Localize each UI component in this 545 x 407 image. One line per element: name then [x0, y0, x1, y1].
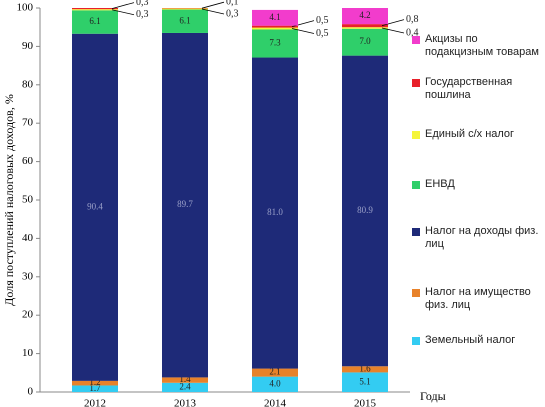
data-label: 1.7 [89, 383, 101, 393]
bar-segment [162, 382, 208, 392]
legend-swatch [412, 181, 420, 189]
bar-segment [162, 377, 208, 383]
y-tick-label: 40 [22, 232, 34, 244]
bar-segment [342, 27, 388, 29]
bar-segment [72, 10, 118, 34]
data-label: 81.0 [267, 207, 283, 217]
leader-line [201, 1, 225, 9]
legend-label: Государственная пошлина [425, 76, 513, 101]
data-label: 1.6 [359, 363, 371, 373]
bar-segment [252, 368, 298, 377]
y-tick-label: 30 [22, 270, 34, 282]
y-axis-label: Доля поступлений налоговых доходов, % [2, 94, 16, 306]
y-tick-label: 100 [17, 2, 34, 14]
data-label: 0,8 [406, 14, 419, 25]
bar-segment [72, 385, 118, 392]
data-label: 2.1 [269, 367, 280, 377]
data-label: 7.0 [359, 36, 371, 46]
x-tick-label: 2014 [264, 398, 287, 407]
data-label: 0,5 [316, 28, 329, 39]
legend-swatch [412, 79, 420, 87]
leader-line [111, 9, 135, 16]
legend-swatch [412, 289, 420, 297]
legend-label: Акцизы по подакцизным товарам [425, 33, 539, 58]
x-tick-label: 2013 [174, 398, 197, 407]
leader-line [381, 27, 405, 34]
data-label: 4.0 [269, 378, 281, 388]
leader-line [381, 19, 405, 27]
bar-segment [252, 9, 298, 26]
data-label: 2.4 [179, 381, 191, 391]
data-label: 6.1 [89, 16, 100, 26]
x-tick-label: 2012 [84, 398, 106, 407]
data-label: 0,4 [406, 27, 419, 38]
data-label: 0,3 [226, 8, 239, 19]
bar-segment [162, 9, 208, 33]
x-tick-label: 2015 [354, 398, 377, 407]
y-tick-label: 50 [22, 194, 34, 206]
legend-label: ЕНВД [425, 178, 455, 190]
bar-segment [342, 28, 388, 56]
x-axis-label: Годы [420, 389, 446, 403]
bar-segment [72, 9, 118, 11]
bar-segment [342, 8, 388, 25]
legend-swatch [412, 228, 420, 236]
bar-segment [342, 55, 388, 367]
data-label: 7.3 [269, 38, 281, 48]
y-tick-label: 10 [22, 347, 34, 359]
data-label: 90.4 [87, 201, 103, 211]
bar-segment [72, 33, 118, 381]
bar-segment [162, 8, 208, 10]
y-tick-label: 80 [22, 78, 34, 90]
bar-segment [72, 380, 118, 386]
y-tick-label: 90 [22, 40, 34, 52]
bar-segment [162, 32, 208, 378]
legend-label: Земельный налог [425, 334, 516, 346]
bar-segment [252, 376, 298, 392]
data-label: 0,3 [136, 0, 149, 8]
bar-segment [342, 366, 388, 373]
bar-segment [252, 27, 298, 30]
legend-label: Единый с/х налог [425, 128, 515, 140]
data-label: 1.2 [89, 377, 100, 387]
data-label: 89.7 [177, 199, 193, 209]
data-label: 6.1 [179, 15, 190, 25]
data-label: 0,5 [316, 15, 329, 26]
y-tick-label: 20 [22, 309, 34, 321]
leader-line [111, 2, 135, 9]
data-label: 0,3 [136, 9, 149, 20]
bar-segment [342, 24, 388, 28]
y-tick-label: 60 [22, 155, 34, 167]
legend-swatch [412, 337, 420, 345]
y-tick-label: 70 [22, 117, 34, 129]
data-label: 4.1 [269, 12, 280, 22]
legend-swatch [412, 36, 420, 44]
data-label: 0,1 [226, 0, 239, 7]
data-label: 4.2 [359, 10, 370, 20]
bar-segment [72, 8, 118, 10]
data-label: 1.4 [179, 374, 191, 384]
bar-segment [342, 372, 388, 392]
legend-swatch [412, 131, 420, 139]
leader-line [201, 8, 225, 15]
bar-segment [252, 57, 298, 369]
bar-segment [252, 25, 298, 28]
y-tick-label: 0 [28, 386, 34, 398]
legend-label: Налог на имущество физ. лиц [425, 286, 531, 311]
bar-segment [252, 29, 298, 58]
data-label: 80.9 [357, 205, 373, 215]
data-label: 5.1 [359, 376, 370, 386]
legend-label: Налог на доходы физ. лиц [425, 225, 539, 250]
leader-line [291, 28, 315, 34]
